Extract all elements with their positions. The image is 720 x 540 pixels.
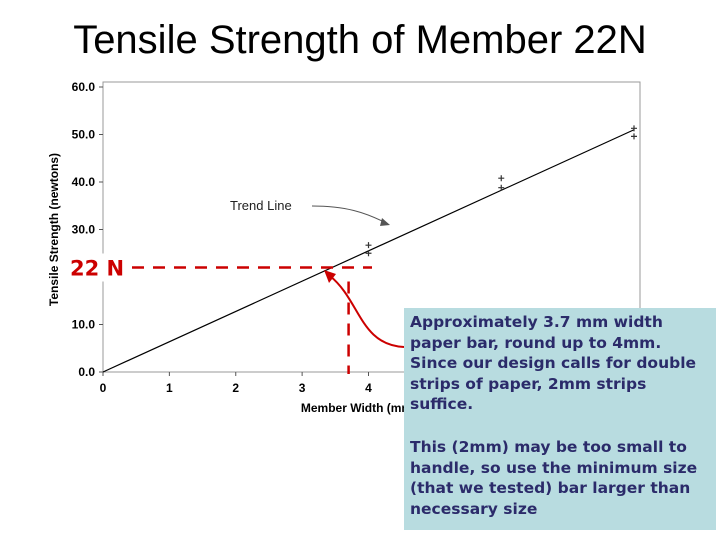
x-tick-label: 1 (166, 381, 173, 395)
marker-label: 22 N (70, 257, 124, 281)
callout-paragraph-2: This (2mm) may be too small to handle, s… (410, 438, 698, 518)
x-axis-label: Member Width (mm) (301, 401, 416, 415)
y-tick-label: 50.0 (72, 128, 96, 142)
trend-label-arrowhead (380, 218, 390, 226)
y-tick-label: 30.0 (72, 223, 96, 237)
callout-paragraph-1: Approximately 3.7 mm width paper bar, ro… (410, 313, 697, 414)
callout-arrow (329, 275, 405, 348)
y-tick-label: 10.0 (72, 318, 96, 332)
x-tick-label: 0 (100, 381, 107, 395)
callout-box: Approximately 3.7 mm width paper bar, ro… (404, 308, 716, 530)
callout-arrowhead (324, 270, 336, 283)
y-tick-label: 60.0 (72, 80, 96, 94)
data-point (631, 133, 637, 140)
plot-area: 0.010.020.030.040.050.060.0012345678Tens… (47, 80, 641, 415)
trend-label-leader (311, 205, 389, 225)
y-axis-label: Tensile Strength (newtons) (47, 153, 61, 306)
trend-line-label: Trend Line (230, 198, 292, 213)
x-tick-label: 3 (299, 381, 306, 395)
x-tick-label: 2 (232, 381, 239, 395)
data-point (365, 242, 372, 249)
data-point (498, 184, 505, 191)
data-point (631, 125, 637, 132)
page-title: Tensile Strength of Member 22N (73, 18, 647, 62)
marker-label-bg (66, 253, 126, 282)
data-point (498, 175, 505, 182)
x-tick-label: 4 (365, 381, 372, 395)
data-point (365, 250, 372, 257)
plot-frame (102, 81, 641, 373)
y-tick-label: 40.0 (72, 175, 96, 189)
y-tick-label: 0.0 (78, 365, 95, 379)
